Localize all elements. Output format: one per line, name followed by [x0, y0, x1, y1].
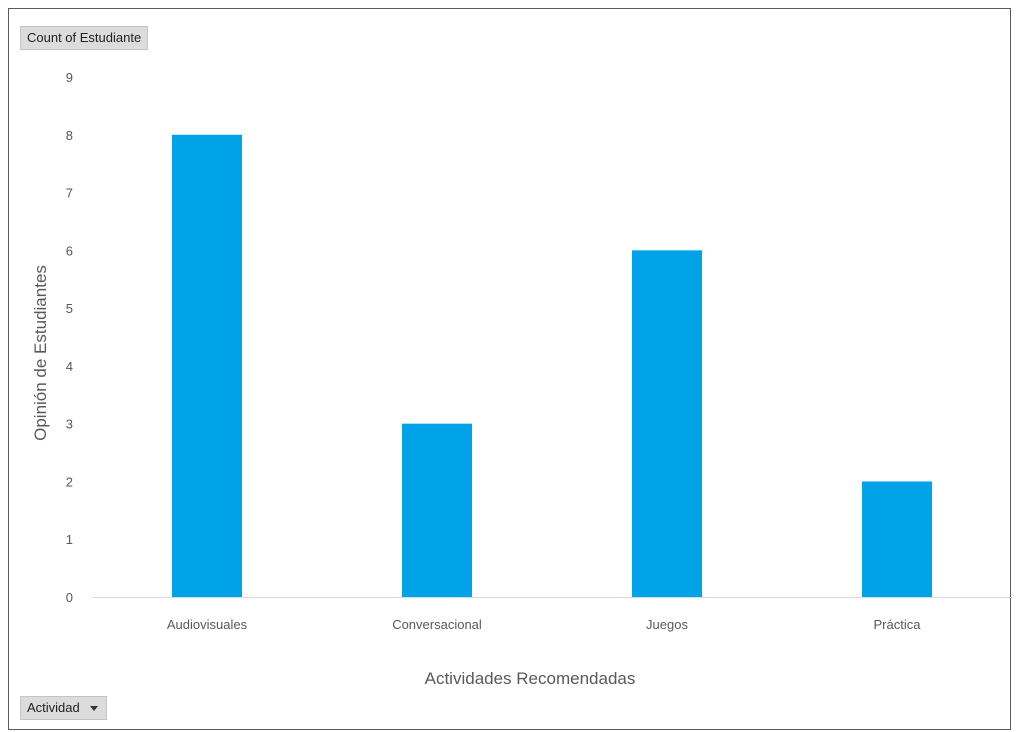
- y-tick-label: 2: [66, 474, 73, 489]
- y-tick-label: 7: [66, 186, 73, 201]
- y-tick-label: 6: [66, 243, 73, 258]
- x-tick-label: Juegos: [646, 617, 688, 632]
- axis-field-button[interactable]: Actividad: [20, 696, 107, 720]
- x-axis-title: Actividades Recomendadas: [425, 669, 636, 688]
- chevron-down-icon[interactable]: [89, 706, 98, 711]
- value-field-label: Count of Estudiante: [27, 30, 142, 45]
- y-tick-label: 5: [66, 301, 73, 316]
- x-axis-ticks: Audiovisuales Conversacional Juegos Práctic…: [167, 617, 921, 632]
- y-tick-label: 9: [66, 70, 73, 85]
- y-tick-label: 3: [66, 417, 73, 432]
- y-tick-label: 8: [66, 128, 73, 143]
- y-axis-title: Opinión de Estudiantes: [31, 265, 50, 441]
- bar-conversacional[interactable]: [402, 423, 472, 597]
- x-tick-label: Práctica: [874, 617, 922, 632]
- x-tick-label: Conversacional: [392, 617, 482, 632]
- y-tick-label: 4: [66, 359, 73, 374]
- x-tick-label: Audiovisuales: [167, 617, 248, 632]
- value-field-button[interactable]: Count of Estudiante: [20, 26, 149, 50]
- y-tick-label: 0: [66, 590, 73, 605]
- bar-audiovisuales[interactable]: [172, 134, 242, 597]
- y-axis-ticks: 0 1 2 3 4 5 6 7 8 9: [66, 70, 73, 605]
- bar-juegos[interactable]: [632, 250, 702, 598]
- y-tick-label: 1: [66, 532, 73, 547]
- bar-pr-ctica[interactable]: [862, 481, 932, 597]
- axis-field-label: Actividad: [27, 700, 80, 715]
- bars: [172, 134, 932, 598]
